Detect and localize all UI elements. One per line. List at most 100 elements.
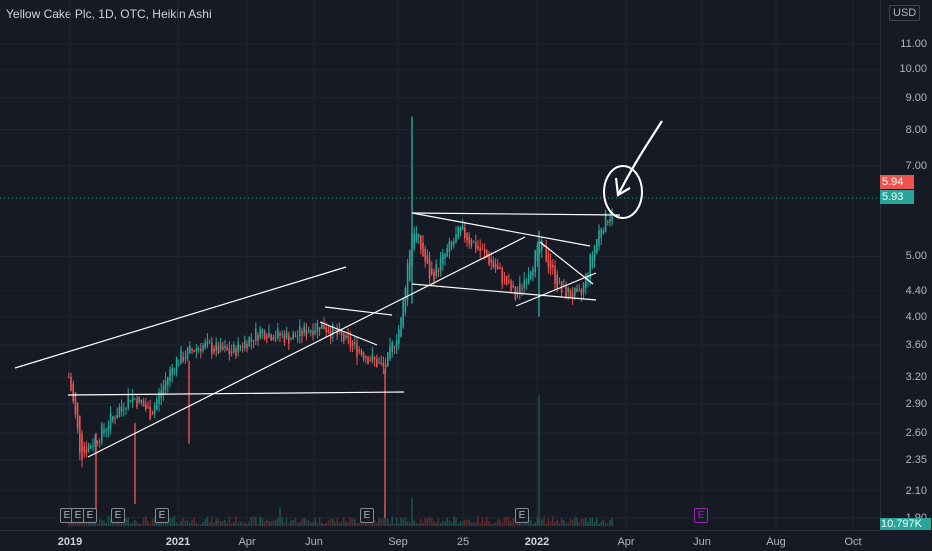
volume-bar (373, 519, 376, 526)
candle-body (173, 370, 176, 372)
candle-body (134, 398, 136, 400)
volume-bar (116, 521, 118, 526)
candle-body (301, 330, 303, 336)
volume-bar (202, 522, 204, 526)
volume-bar (103, 520, 105, 526)
candle-body (534, 250, 536, 273)
volume-bar (68, 522, 70, 526)
volume-bar (224, 519, 226, 526)
volume-bar (189, 522, 191, 526)
candle-body (558, 281, 561, 283)
volume-bar (246, 523, 248, 526)
earnings-badge[interactable]: E (360, 508, 374, 523)
candle-body (354, 342, 356, 344)
annotation-arrowhead (614, 177, 631, 197)
candle-body (222, 346, 224, 350)
candle-body (360, 350, 363, 355)
volume-bar (235, 516, 237, 526)
price-chart[interactable] (0, 0, 880, 530)
candle-body (571, 293, 574, 299)
candle-body (197, 348, 200, 350)
candle-body (351, 342, 354, 346)
candle-body (508, 280, 510, 282)
price-tick: 3.20 (905, 370, 927, 383)
volume-bar (543, 516, 545, 526)
earnings-badge[interactable]: E (155, 508, 169, 523)
volume-bar (336, 517, 338, 526)
candle-body (68, 376, 70, 378)
candle-body (393, 347, 396, 349)
candle-body (211, 342, 213, 354)
volume-bar (290, 520, 292, 526)
candle-body (578, 290, 580, 292)
volume-bar (415, 522, 418, 526)
volume-bar (470, 521, 473, 526)
candle-body (457, 226, 459, 239)
volume-bar (488, 521, 490, 526)
volume-bar (257, 523, 259, 526)
currency-badge[interactable]: USD (889, 5, 921, 21)
candle-body (530, 272, 532, 279)
volume-bar (596, 517, 598, 526)
volume-bar (494, 522, 497, 526)
trendline-support-horizontal (67, 391, 405, 396)
volume-bar (151, 519, 154, 526)
candle-body (116, 415, 118, 419)
candle-body (272, 337, 275, 340)
volume-bar (453, 516, 455, 526)
price-tick: 3.60 (905, 339, 927, 352)
volume-bar (334, 521, 336, 526)
volume-bar (127, 517, 129, 526)
candle-body (336, 329, 338, 336)
candle-body (395, 340, 398, 348)
volume-bar (556, 519, 558, 526)
volume-bar (134, 520, 136, 526)
volume-bar (277, 518, 279, 526)
volume-bar (508, 517, 510, 526)
volume-bar (565, 523, 567, 526)
volume-bar (499, 519, 501, 526)
volume-bar (479, 523, 481, 526)
volume-bar (327, 520, 330, 526)
volume-bar (567, 522, 569, 526)
volume-bar (349, 517, 352, 526)
volume-bar (351, 517, 354, 526)
volume-bar (149, 523, 151, 526)
candle-body (268, 332, 270, 338)
volume-bar (382, 518, 385, 526)
candle-body (153, 405, 156, 414)
volume-bar (244, 523, 246, 526)
time-axis[interactable]: 2019 2021 Apr Jun Sep 25 2022 Apr Jun Aug Oct (0, 530, 880, 551)
price-tick: 7.00 (905, 159, 927, 172)
candle-body (105, 429, 107, 432)
candle-body (246, 344, 248, 349)
candle-body (248, 337, 250, 347)
earnings-badge-upcoming[interactable]: E (694, 508, 708, 523)
earnings-badge[interactable]: E (515, 508, 529, 523)
price-axis[interactable]: 11.00 10.00 9.00 8.00 7.00 5.00 4.40 4.00 3.60 3.… (880, 0, 932, 530)
candle-body (582, 283, 585, 293)
volume-bar (560, 517, 563, 526)
candle-body (470, 239, 473, 246)
volume-bar (283, 522, 286, 526)
candle-body (178, 363, 180, 365)
earnings-badge[interactable]: E (111, 508, 125, 523)
candle-body (402, 298, 404, 328)
chart-title: Yellow Cake Plc, 1D, OTC, Heikin Ashi (6, 7, 212, 21)
candle-body (321, 321, 323, 329)
volume-bar (233, 522, 235, 526)
volume-bar (200, 523, 202, 526)
volume-bar (332, 518, 334, 526)
candle-body (270, 334, 272, 340)
candle-body (437, 270, 440, 272)
candle-body (323, 325, 325, 330)
candle-body (479, 247, 481, 251)
volume-bar (294, 517, 297, 526)
candle-body (138, 397, 140, 403)
volume-bar (101, 520, 103, 526)
time-tick: Jun (305, 536, 323, 548)
candle-body (371, 354, 374, 361)
earnings-badge[interactable]: E (83, 508, 97, 523)
candle-body (123, 409, 125, 411)
volume-bar (400, 517, 402, 526)
